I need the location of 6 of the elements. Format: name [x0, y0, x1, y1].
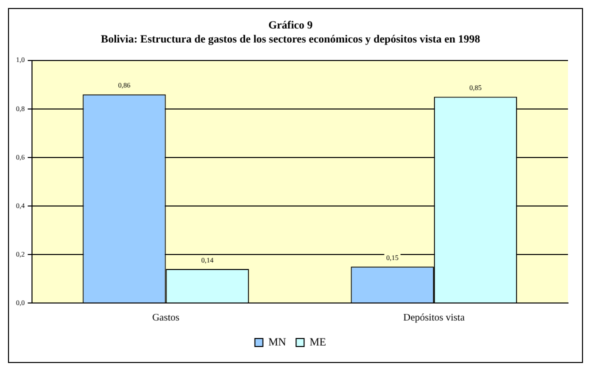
- legend-label: ME: [310, 336, 326, 348]
- chart-subtitle: Bolivia: Estructura de gastos de los sectores económicos y depósitos vista en 1998: [100, 34, 481, 46]
- x-tick-label: Depósitos vista: [403, 312, 466, 324]
- x-tick-label: Gastos: [152, 312, 180, 324]
- chart-title: Gráfico 9: [268, 19, 314, 32]
- legend-label: MN: [268, 336, 286, 348]
